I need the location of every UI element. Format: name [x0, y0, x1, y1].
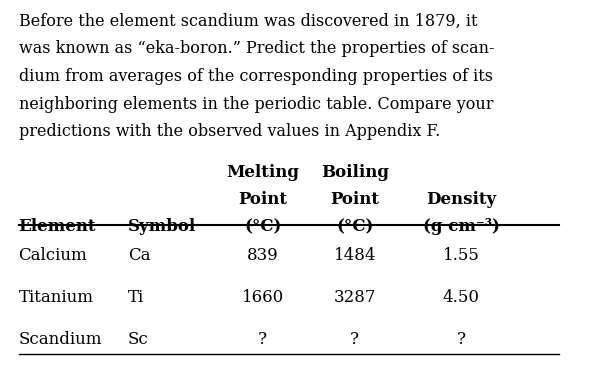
Text: Boiling: Boiling: [321, 164, 389, 181]
Text: ?: ?: [258, 331, 267, 348]
Text: Element: Element: [19, 218, 96, 235]
Text: Point: Point: [239, 191, 287, 208]
Text: Scandium: Scandium: [19, 331, 102, 348]
Text: Calcium: Calcium: [19, 247, 87, 264]
Text: 3287: 3287: [334, 289, 376, 306]
Text: Point: Point: [330, 191, 379, 208]
Text: Titanium: Titanium: [19, 289, 94, 306]
Text: ?: ?: [350, 331, 359, 348]
Text: Melting: Melting: [227, 164, 299, 181]
Text: 839: 839: [247, 247, 279, 264]
Text: 1660: 1660: [242, 289, 284, 306]
Text: Ti: Ti: [128, 289, 144, 306]
Text: Symbol: Symbol: [128, 218, 196, 235]
Text: neighboring elements in the periodic table. Compare your: neighboring elements in the periodic tab…: [19, 96, 493, 113]
Text: ?: ?: [457, 331, 466, 348]
Text: dium from averages of the corresponding properties of its: dium from averages of the corresponding …: [19, 68, 493, 85]
Text: (°C): (°C): [244, 218, 281, 235]
Text: (°C): (°C): [336, 218, 373, 235]
Text: 4.50: 4.50: [442, 289, 480, 306]
Text: Sc: Sc: [128, 331, 148, 348]
Text: (g cm⁻³): (g cm⁻³): [423, 218, 499, 235]
Text: was known as “eka-boron.” Predict the properties of scan-: was known as “eka-boron.” Predict the pr…: [19, 40, 494, 57]
Text: predictions with the observed values in Appendix F.: predictions with the observed values in …: [19, 123, 440, 140]
Text: 1.55: 1.55: [442, 247, 480, 264]
Text: Before the element scandium was discovered in 1879, it: Before the element scandium was discover…: [19, 12, 477, 30]
Text: Density: Density: [426, 191, 496, 208]
Text: Ca: Ca: [128, 247, 150, 264]
Text: 1484: 1484: [334, 247, 376, 264]
